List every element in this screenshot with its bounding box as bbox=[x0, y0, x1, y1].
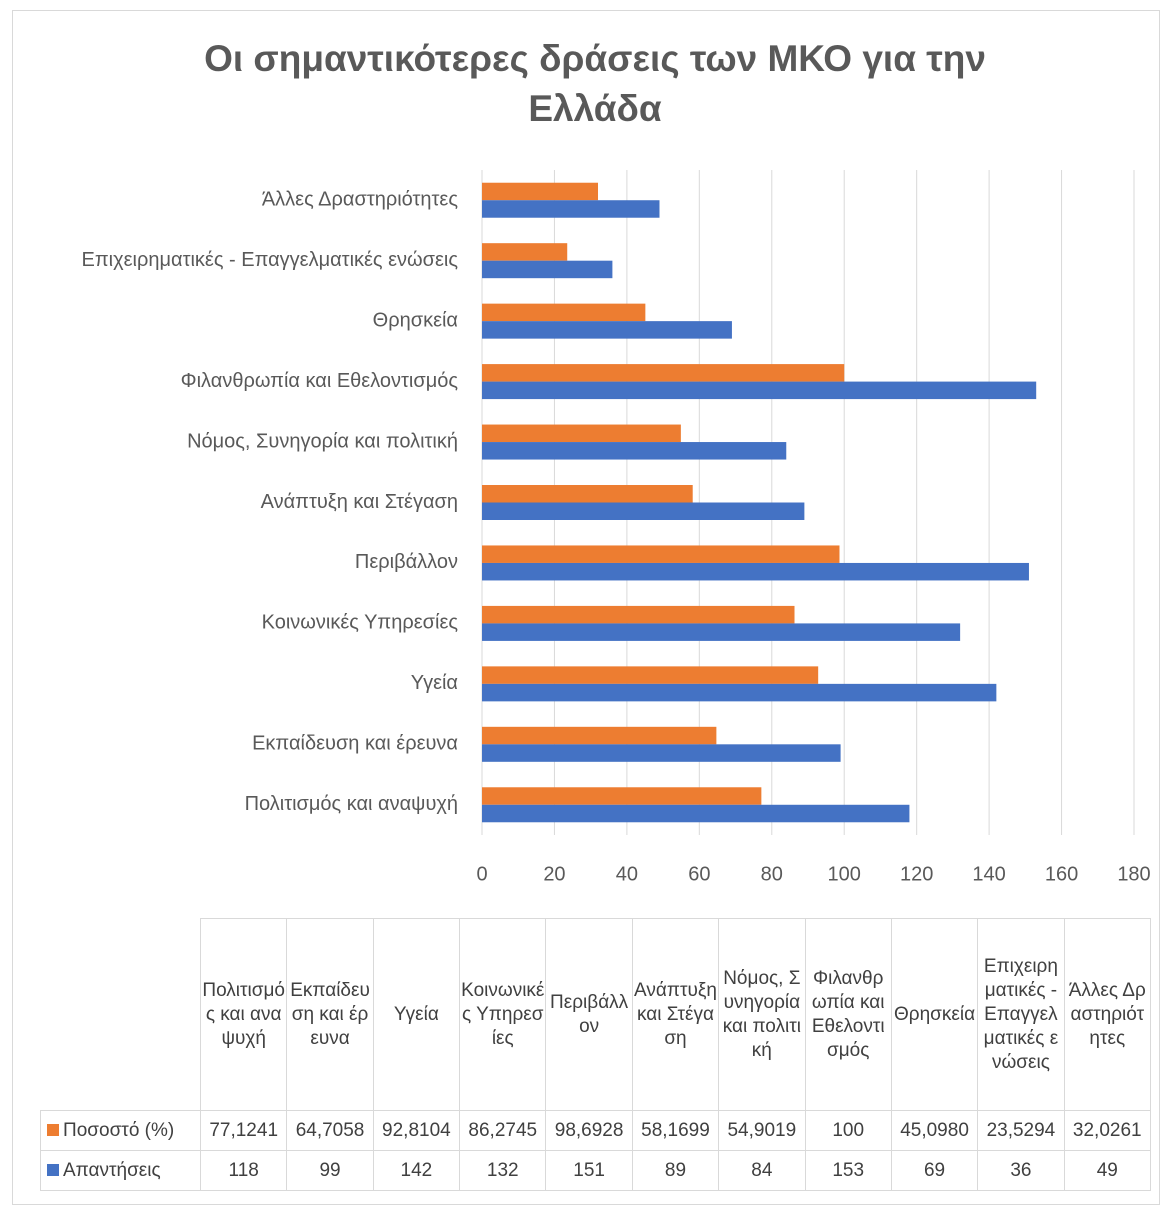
bar bbox=[482, 381, 1037, 400]
bar bbox=[482, 424, 681, 443]
legend-cell: Απαντήσεις bbox=[40, 1150, 201, 1191]
bar bbox=[482, 442, 787, 460]
x-tick-label: 80 bbox=[761, 863, 783, 885]
legend-swatch bbox=[47, 1124, 59, 1137]
table-header: Περιβάλλον bbox=[545, 918, 633, 1111]
table-corner bbox=[40, 918, 201, 1111]
y-tick-label: Υγεία bbox=[411, 672, 458, 694]
table-value: 36 bbox=[977, 1150, 1065, 1191]
x-tick-label: 40 bbox=[616, 863, 638, 885]
table-value: 84 bbox=[718, 1150, 806, 1191]
table-header: Ανάπτυξη και Στέγαση bbox=[631, 918, 720, 1111]
x-tick-label: 180 bbox=[1117, 863, 1150, 885]
y-tick-label: Πολιτισμός και αναψυχή bbox=[245, 793, 458, 815]
y-tick-label: Επιχειρηματικές - Επαγγελματικές ενώσεις bbox=[82, 249, 459, 271]
bar bbox=[482, 321, 732, 339]
bar bbox=[482, 787, 762, 805]
bar bbox=[482, 605, 795, 624]
table-value: 23,5294 bbox=[977, 1110, 1065, 1151]
table-header: Κοινωνικές Υπηρεσίες bbox=[459, 918, 547, 1111]
table-value: 64,7058 bbox=[286, 1110, 374, 1151]
bar bbox=[482, 260, 613, 279]
table-header: Νόμος, Συνηγορία και πολιτική bbox=[718, 918, 806, 1111]
table-header: Πολιτισμός και αναψυχή bbox=[199, 918, 288, 1111]
bar bbox=[482, 545, 840, 563]
table-value: 98,6928 bbox=[545, 1110, 633, 1151]
chart-title: Οι σημαντικότερες δράσεις των ΜΚΟ για τη… bbox=[204, 38, 986, 129]
bar bbox=[482, 726, 717, 745]
table-value: 151 bbox=[545, 1150, 633, 1191]
bar bbox=[482, 243, 568, 261]
table-value: 142 bbox=[372, 1150, 461, 1191]
table-value: 89 bbox=[631, 1150, 720, 1191]
table-value: 77,1241 bbox=[199, 1110, 288, 1151]
legend-swatch bbox=[47, 1164, 59, 1177]
x-tick-label: 100 bbox=[828, 863, 861, 885]
table-value: 49 bbox=[1063, 1150, 1151, 1191]
bar bbox=[482, 364, 845, 382]
data-table: Πολιτισμός και αναψυχή Εκπαίδευση και έρε… bbox=[40, 918, 1151, 1191]
table-value: 45,0980 bbox=[890, 1110, 979, 1151]
bar bbox=[482, 623, 961, 641]
table-value: 118 bbox=[199, 1150, 288, 1191]
table-header: Άλλες Δραστηριότητες bbox=[1063, 918, 1151, 1111]
table-header: Εκπαίδευση και έρευνα bbox=[286, 918, 374, 1111]
chart-frame bbox=[12, 10, 1160, 1205]
table-row: Απαντήσεις 118 99 142 132 151 89 84 153 69 36 49 bbox=[40, 1150, 1151, 1191]
y-tick-label: Φιλανθρωπία και Εθελοντισμός bbox=[181, 370, 459, 392]
x-tick-label: 20 bbox=[543, 863, 565, 885]
bar bbox=[482, 502, 805, 520]
table-header: Φιλανθρωπία και Εθελοντισμός bbox=[804, 918, 892, 1111]
table-value: 153 bbox=[804, 1150, 892, 1191]
bar bbox=[482, 485, 693, 503]
bar bbox=[482, 303, 646, 322]
y-tick-label: Περιβάλλον bbox=[355, 551, 458, 573]
x-tick-label: 140 bbox=[972, 863, 1005, 885]
table-header: Υγεία bbox=[372, 918, 461, 1111]
table-value: 132 bbox=[459, 1150, 547, 1191]
bar bbox=[482, 683, 997, 702]
y-tick-label: Κοινωνικές Υπηρεσίες bbox=[262, 612, 459, 634]
bar bbox=[482, 182, 599, 201]
legend-label: Ποσοστό (%) bbox=[63, 1119, 175, 1141]
bar bbox=[482, 666, 819, 684]
table-header: Επιχειρηματικές - Επαγγελματικές ενώσεις bbox=[977, 918, 1065, 1111]
table-value: 86,2745 bbox=[459, 1110, 547, 1151]
table-header-row: Πολιτισμός και αναψυχή Εκπαίδευση και έρε… bbox=[40, 918, 1151, 1111]
table-header: Θρησκεία bbox=[890, 918, 979, 1111]
x-tick-label: 60 bbox=[688, 863, 710, 885]
y-tick-label: Θρησκεία bbox=[373, 309, 458, 331]
y-tick-label: Εκπαίδευση και έρευνα bbox=[252, 733, 458, 755]
table-row: Ποσοστό (%) 77,1241 64,7058 92,8104 86,2745 9… bbox=[40, 1110, 1151, 1151]
x-tick-label: 0 bbox=[476, 863, 487, 885]
y-tick-label: Ανάπτυξη και Στέγαση bbox=[261, 491, 458, 513]
legend-cell: Ποσοστό (%) bbox=[40, 1110, 201, 1151]
table-value: 99 bbox=[286, 1150, 374, 1191]
bar bbox=[482, 200, 660, 218]
bar bbox=[482, 804, 910, 823]
x-tick-label: 120 bbox=[900, 863, 933, 885]
table-value: 32,0261 bbox=[1063, 1110, 1151, 1151]
bar bbox=[482, 562, 1029, 581]
bar bbox=[482, 744, 841, 762]
table-value: 54,9019 bbox=[718, 1110, 806, 1151]
table-value: 69 bbox=[890, 1150, 979, 1191]
legend-label: Απαντήσεις bbox=[63, 1159, 161, 1181]
y-tick-label: Άλλες Δραστηριότητες bbox=[262, 189, 459, 211]
x-tick-label: 160 bbox=[1045, 863, 1078, 885]
table-value: 100 bbox=[804, 1110, 892, 1151]
y-tick-label: Νόμος, Συνηγορία και πολιτική bbox=[187, 430, 458, 452]
table-value: 58,1699 bbox=[631, 1110, 720, 1151]
table-value: 92,8104 bbox=[372, 1110, 461, 1151]
